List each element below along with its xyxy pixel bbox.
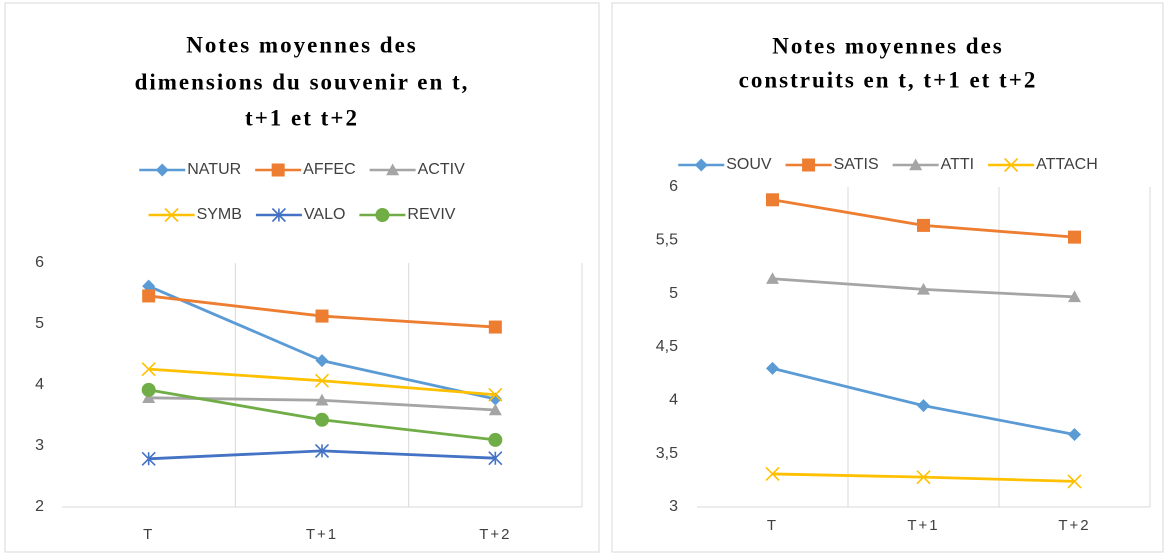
marker [271, 163, 285, 177]
legend-label: ATTACH [1036, 156, 1098, 173]
x-tick-label: T [767, 517, 778, 534]
x-tick-label: T+2 [479, 526, 511, 543]
legend-label: SYMB [197, 206, 242, 223]
x-tick-label: T [143, 526, 154, 543]
marker [802, 158, 816, 172]
chart-title: Notes moyennes des [772, 33, 1004, 58]
panel [4, 2, 600, 553]
marker [766, 272, 779, 284]
legend-label: AFFEC [303, 161, 355, 178]
chart-title: t+1 et t+2 [245, 105, 359, 130]
legend-row: SYMB VALO REVIV [148, 206, 456, 223]
marker [164, 207, 179, 223]
marker [386, 163, 400, 176]
marker [271, 207, 286, 223]
marker [315, 393, 329, 406]
marker [141, 362, 156, 377]
marker [314, 443, 330, 458]
legend-label: NATUR [187, 161, 241, 178]
y-tick-label: 5 [669, 285, 678, 302]
marker [155, 163, 169, 177]
marker [917, 218, 930, 232]
legend-row: NATUR AFFEC ACTIV [139, 161, 465, 178]
y-tick-label: 4 [35, 376, 44, 393]
marker [488, 451, 503, 466]
y-tick-label: 3 [669, 498, 678, 515]
marker [315, 354, 329, 368]
y-tick-label: 3,5 [656, 445, 678, 462]
marker [488, 432, 503, 447]
marker [315, 412, 329, 427]
marker [488, 320, 502, 334]
marker [917, 399, 930, 413]
x-tick-label: T+2 [1058, 517, 1090, 534]
legend-label: SOUV [726, 156, 772, 173]
y-tick-label: 6 [669, 178, 678, 195]
marker [141, 382, 156, 397]
marker [142, 289, 156, 303]
legend-row: SOUV SATIS ATTI ATTACH [678, 156, 1098, 173]
legend-label: ATTI [941, 156, 974, 173]
marker [1004, 157, 1019, 173]
y-tick-label: 5 [35, 315, 44, 332]
marker [142, 279, 156, 293]
legend-label: VALO [304, 206, 346, 223]
marker [916, 470, 931, 485]
legend-label: REVIV [407, 206, 455, 223]
marker [694, 158, 708, 172]
marker [1068, 290, 1081, 303]
marker [141, 451, 156, 466]
marker [142, 391, 156, 404]
marker [315, 309, 329, 323]
y-tick-label: 5,5 [656, 232, 678, 249]
y-tick-label: 3 [35, 437, 44, 454]
y-tick-label: 6 [35, 254, 44, 271]
marker [488, 387, 503, 402]
marker [765, 466, 780, 481]
chart-title: construits en t, t+1 et t+2 [739, 67, 1038, 92]
marker [1067, 474, 1082, 489]
chart-title: Notes moyennes des [186, 32, 418, 57]
panel [611, 2, 1164, 553]
marker [1068, 230, 1081, 244]
legend-label: ACTIV [418, 161, 465, 178]
marker [1068, 427, 1081, 441]
marker [488, 403, 502, 416]
marker [766, 193, 779, 207]
marker [909, 158, 923, 171]
marker [917, 282, 930, 295]
marker [766, 361, 779, 375]
x-tick-label: T+1 [907, 517, 939, 534]
y-tick-label: 4 [669, 392, 678, 409]
y-tick-label: 4,5 [656, 338, 678, 355]
x-tick-label: T+1 [306, 526, 338, 543]
marker [314, 373, 330, 388]
marker [375, 208, 390, 222]
y-tick-label: 2 [35, 498, 44, 515]
chart-title: dimensions du souvenir en t, [135, 69, 470, 94]
legend-label: SATIS [834, 156, 879, 173]
